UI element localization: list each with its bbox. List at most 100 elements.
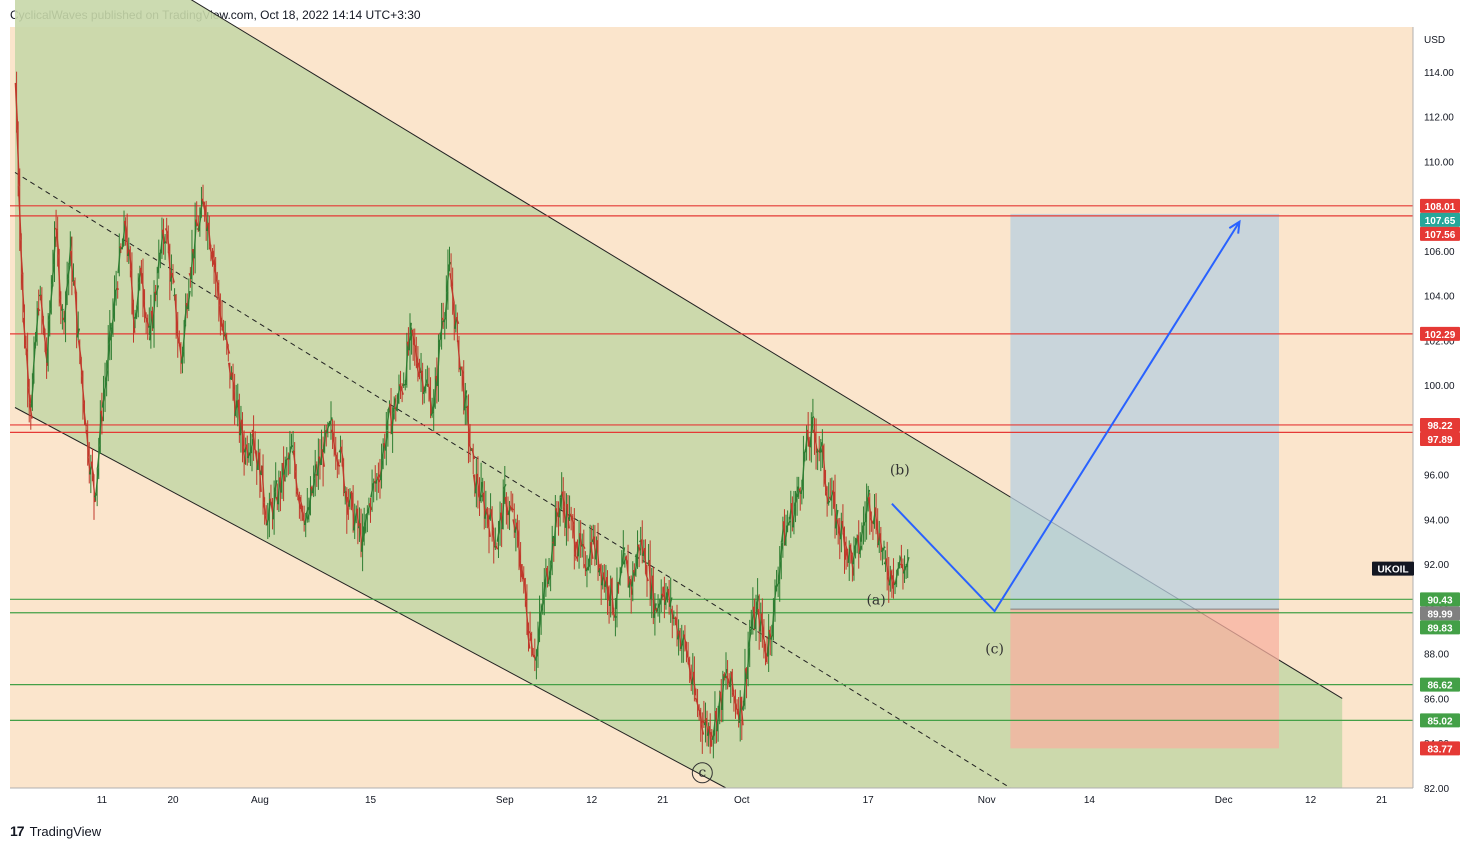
candle-body bbox=[844, 541, 848, 551]
candle-body bbox=[834, 509, 839, 529]
candle-body bbox=[735, 708, 739, 711]
candle-body bbox=[362, 526, 367, 542]
projection-arrowhead bbox=[1228, 219, 1241, 234]
candle-body bbox=[360, 526, 365, 552]
candle-body bbox=[21, 274, 25, 313]
candle-body bbox=[120, 244, 125, 250]
candle-body bbox=[449, 273, 453, 287]
time-axis: 11 20 Aug 15 Sep 12 21 Oct 17 Nov 14 Dec 12 21 bbox=[97, 795, 1388, 806]
price-tag-label: 83.77 bbox=[1427, 744, 1452, 755]
price-tick-label: 100.00 bbox=[1424, 381, 1455, 392]
price-tag-label: 89.99 bbox=[1427, 609, 1452, 620]
candle-body bbox=[182, 324, 186, 352]
candle-body bbox=[466, 406, 471, 444]
candle-body bbox=[142, 299, 147, 318]
candle-body bbox=[741, 702, 746, 710]
candle-body bbox=[848, 544, 853, 555]
candle-body bbox=[242, 446, 246, 465]
price-tick-label: 92.00 bbox=[1424, 560, 1449, 571]
candle-body bbox=[190, 249, 194, 280]
candle-body bbox=[618, 570, 623, 585]
candle-body bbox=[490, 509, 495, 530]
candle-body bbox=[311, 478, 316, 494]
candle-body bbox=[414, 347, 419, 364]
candle-body bbox=[460, 366, 464, 374]
candle-body bbox=[93, 493, 98, 498]
candle-body bbox=[177, 340, 182, 346]
target-zone bbox=[1010, 213, 1279, 610]
price-tick-label: 110.00 bbox=[1424, 157, 1454, 168]
candle-body bbox=[16, 130, 21, 187]
footer-brand[interactable]: TradingView bbox=[29, 823, 102, 839]
candle-body bbox=[130, 270, 134, 304]
price-tag bbox=[1420, 713, 1460, 728]
candle-body bbox=[144, 316, 148, 320]
candle-body bbox=[882, 546, 886, 550]
candle-body bbox=[495, 546, 499, 550]
candle-body bbox=[55, 229, 60, 256]
candle-body bbox=[77, 340, 82, 359]
candle-body bbox=[307, 510, 311, 520]
candle-body bbox=[186, 290, 191, 310]
candle-body bbox=[209, 247, 213, 255]
tradingview-logo-icon[interactable]: 17 bbox=[10, 823, 25, 839]
candle-body bbox=[880, 548, 885, 553]
candle-body bbox=[74, 292, 79, 338]
price-tag bbox=[1420, 326, 1460, 341]
candle-body bbox=[158, 251, 162, 255]
candle-body bbox=[141, 273, 145, 301]
candle-body bbox=[823, 478, 828, 492]
price-tags: 108.01 107.65 107.56 102.29 98.22 97.89 UKOIL 9… bbox=[1372, 198, 1460, 756]
candle-body bbox=[101, 393, 106, 408]
candle-body bbox=[743, 668, 747, 703]
price-tick-label: 106.00 bbox=[1424, 247, 1455, 258]
candle-body bbox=[777, 560, 782, 583]
time-tick-label: 12 bbox=[1305, 795, 1317, 806]
candle-body bbox=[403, 383, 407, 386]
candle-body bbox=[653, 603, 657, 618]
price-tag bbox=[1420, 226, 1460, 241]
candle-body bbox=[755, 595, 760, 607]
candle-body bbox=[773, 586, 777, 610]
candle-body bbox=[520, 564, 525, 579]
wave-circle bbox=[691, 762, 713, 784]
candle-body bbox=[450, 286, 455, 302]
candle-body bbox=[33, 338, 38, 346]
candle-body bbox=[379, 460, 384, 481]
candle-body bbox=[716, 706, 720, 732]
candle-body bbox=[100, 410, 104, 422]
candle-body bbox=[28, 403, 33, 419]
candle-body bbox=[436, 342, 441, 386]
candle-body bbox=[390, 412, 395, 434]
price-tag-label: 102.29 bbox=[1425, 330, 1456, 341]
price-tag-label: 86.62 bbox=[1427, 681, 1452, 692]
price-tag-label: 107.56 bbox=[1425, 230, 1456, 241]
candle-body bbox=[193, 219, 198, 259]
time-tick-label: Dec bbox=[1215, 795, 1233, 806]
candle-body bbox=[686, 653, 690, 663]
price-tick-label: 88.00 bbox=[1424, 650, 1449, 661]
candle-body bbox=[417, 362, 422, 373]
candle-body bbox=[412, 342, 417, 348]
candle-body bbox=[288, 447, 292, 460]
candle-body bbox=[779, 542, 784, 561]
candle-body bbox=[687, 661, 692, 677]
price-tag-label: 98.22 bbox=[1427, 421, 1452, 432]
candle-body bbox=[747, 631, 752, 648]
candle-body bbox=[39, 295, 44, 319]
time-tick-label: 11 bbox=[97, 795, 108, 806]
candle-body bbox=[107, 322, 112, 344]
candle-body bbox=[27, 387, 32, 404]
candle-body bbox=[117, 246, 122, 274]
candle-body bbox=[725, 675, 730, 682]
candle-body bbox=[569, 513, 573, 518]
candle-body bbox=[692, 671, 697, 696]
candle-body bbox=[303, 514, 308, 526]
candle-body bbox=[428, 389, 433, 416]
candle-body bbox=[267, 498, 272, 520]
candle-body bbox=[455, 317, 460, 324]
candle-body bbox=[300, 507, 305, 518]
time-tick-label: 21 bbox=[1376, 795, 1388, 806]
candle-body bbox=[363, 514, 368, 527]
